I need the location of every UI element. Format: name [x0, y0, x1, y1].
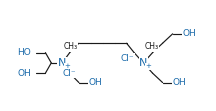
Text: N: N	[139, 58, 148, 68]
Text: Cl⁻: Cl⁻	[121, 54, 134, 63]
Text: OH: OH	[17, 69, 31, 78]
Text: OH: OH	[89, 78, 103, 87]
Text: HO: HO	[17, 48, 31, 57]
Text: OH: OH	[183, 29, 196, 38]
Text: +: +	[64, 63, 70, 69]
Text: OH: OH	[173, 78, 186, 87]
Text: N: N	[58, 58, 66, 68]
Text: Cl⁻: Cl⁻	[63, 69, 76, 78]
Text: CH₃: CH₃	[64, 42, 78, 51]
Text: +: +	[145, 63, 151, 69]
Text: CH₃: CH₃	[145, 42, 159, 51]
